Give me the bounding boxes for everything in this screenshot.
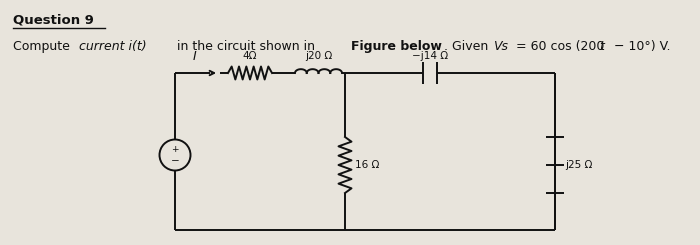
Text: 4Ω: 4Ω bbox=[243, 51, 258, 61]
Text: = 60 cos (200: = 60 cos (200 bbox=[512, 40, 604, 53]
Text: Figure below: Figure below bbox=[351, 40, 442, 53]
Text: − 10°) V.: − 10°) V. bbox=[610, 40, 671, 53]
Text: 16 Ω: 16 Ω bbox=[355, 160, 379, 170]
Text: Vs: Vs bbox=[493, 40, 508, 53]
Text: j20 Ω: j20 Ω bbox=[305, 51, 332, 61]
Text: t: t bbox=[599, 40, 604, 53]
Text: +: + bbox=[172, 145, 178, 154]
Text: current i(t): current i(t) bbox=[79, 40, 146, 53]
Text: Question 9: Question 9 bbox=[13, 13, 94, 26]
Text: in the circuit shown in: in the circuit shown in bbox=[173, 40, 319, 53]
Text: Compute: Compute bbox=[13, 40, 74, 53]
Text: . Given: . Given bbox=[444, 40, 492, 53]
Text: I: I bbox=[193, 50, 197, 63]
Text: −j14 Ω: −j14 Ω bbox=[412, 51, 448, 61]
Text: j25 Ω: j25 Ω bbox=[565, 160, 592, 170]
Text: −: − bbox=[171, 156, 179, 166]
